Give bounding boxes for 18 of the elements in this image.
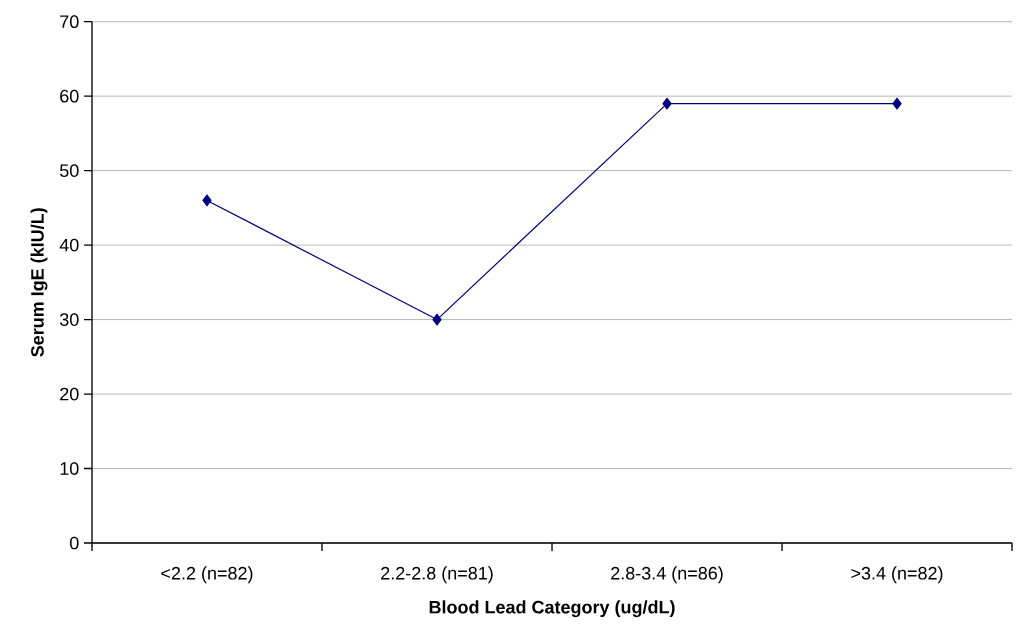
- point: [892, 97, 902, 110]
- y-tick-label: 40: [59, 238, 79, 252]
- x-tick-label: 2.8-3.4 (n=86): [611, 566, 723, 584]
- y-tick-label: 10: [60, 462, 79, 475]
- x-tick-label: <2.2 (n=82): [161, 566, 253, 584]
- y-tick-label: 50: [59, 164, 79, 177]
- x-tick-label: 2.2-2.8 (n=81): [381, 566, 493, 584]
- point: [662, 97, 672, 110]
- y-tick-label: 30: [59, 313, 79, 326]
- y-axis-title: Serum IgE (kIU/L): [30, 208, 48, 357]
- y-tick-label: 20: [60, 387, 79, 401]
- point: [202, 194, 212, 207]
- y-tick-label: 60: [60, 89, 79, 103]
- x-axis-title: Blood Lead Category (ug/dL): [429, 600, 675, 618]
- x-tick-label: >3.4 (n=82): [851, 566, 943, 584]
- y-tick-label: 0: [69, 536, 79, 550]
- point: [432, 313, 442, 326]
- y-tick-label: 70: [60, 15, 79, 29]
